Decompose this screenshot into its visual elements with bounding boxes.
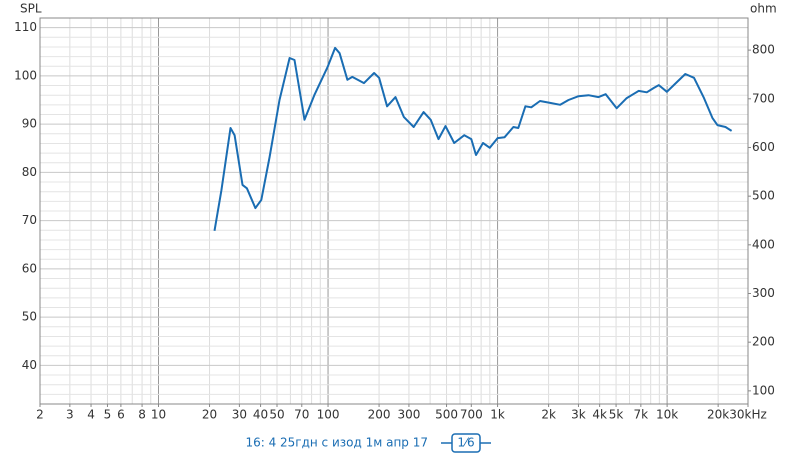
x-tick-label: 2 [36, 408, 44, 422]
y-tick-label: 60 [22, 261, 37, 275]
x-tick-label: 30 [232, 408, 247, 422]
plot-frame [39, 17, 749, 405]
x-tick-label: 700 [460, 408, 483, 422]
x-tick-label: 500 [435, 408, 458, 422]
y-tick-label: 40 [22, 358, 37, 372]
x-tick-label: 3k [571, 408, 586, 422]
x-tick-label: 2k [541, 408, 556, 422]
x-tick-label: 5 [104, 408, 112, 422]
x-tick-label: 10k [656, 408, 678, 422]
x-tick-label: 30kHz [729, 408, 767, 422]
y2-tick-label: 600 [752, 140, 775, 154]
x-tick-label: 6 [117, 408, 125, 422]
y-axis-label: SPL [20, 2, 42, 16]
y2-tick-label: 200 [752, 335, 775, 349]
y-tick-label: 100 [14, 68, 37, 82]
x-tick-label: 4k [592, 408, 607, 422]
y2-axis-label: ohm [750, 2, 777, 16]
x-tick-label: 100 [317, 408, 340, 422]
y2-tick-label: 100 [752, 383, 775, 397]
x-tick-label: 200 [368, 408, 391, 422]
y-tick-label: 80 [22, 165, 37, 179]
y2-tick-label: 300 [752, 286, 775, 300]
x-tick-label: 70 [294, 408, 309, 422]
y-tick-label: 110 [14, 20, 37, 34]
y2-tick-label: 800 [752, 43, 775, 57]
smoothing-label: 1⁄6 [457, 436, 474, 450]
y2-tick-label: 400 [752, 237, 775, 251]
x-tick-label: 300 [397, 408, 420, 422]
y-tick-label: 90 [22, 117, 37, 131]
x-tick-label: 20k [707, 408, 729, 422]
y-tick-label: 50 [22, 310, 37, 324]
y2-tick-label: 500 [752, 189, 775, 203]
x-tick-label: 5k [609, 408, 624, 422]
x-tick-label: 7k [634, 408, 649, 422]
series-line [213, 46, 733, 231]
legend-label: 16: 4 25гдн с изод 1м апр 17 [245, 436, 428, 450]
y-tick-label: 70 [22, 213, 37, 227]
x-tick-label: 1k [490, 408, 505, 422]
x-tick-label: 20 [202, 408, 217, 422]
x-tick-label: 40 [253, 408, 268, 422]
y2-tick-label: 700 [752, 91, 775, 105]
x-tick-label: 10 [151, 408, 166, 422]
x-tick-label: 50 [269, 408, 284, 422]
x-tick-label: 8 [138, 408, 146, 422]
x-tick-label: 3 [66, 408, 74, 422]
x-tick-label: 4 [87, 408, 95, 422]
